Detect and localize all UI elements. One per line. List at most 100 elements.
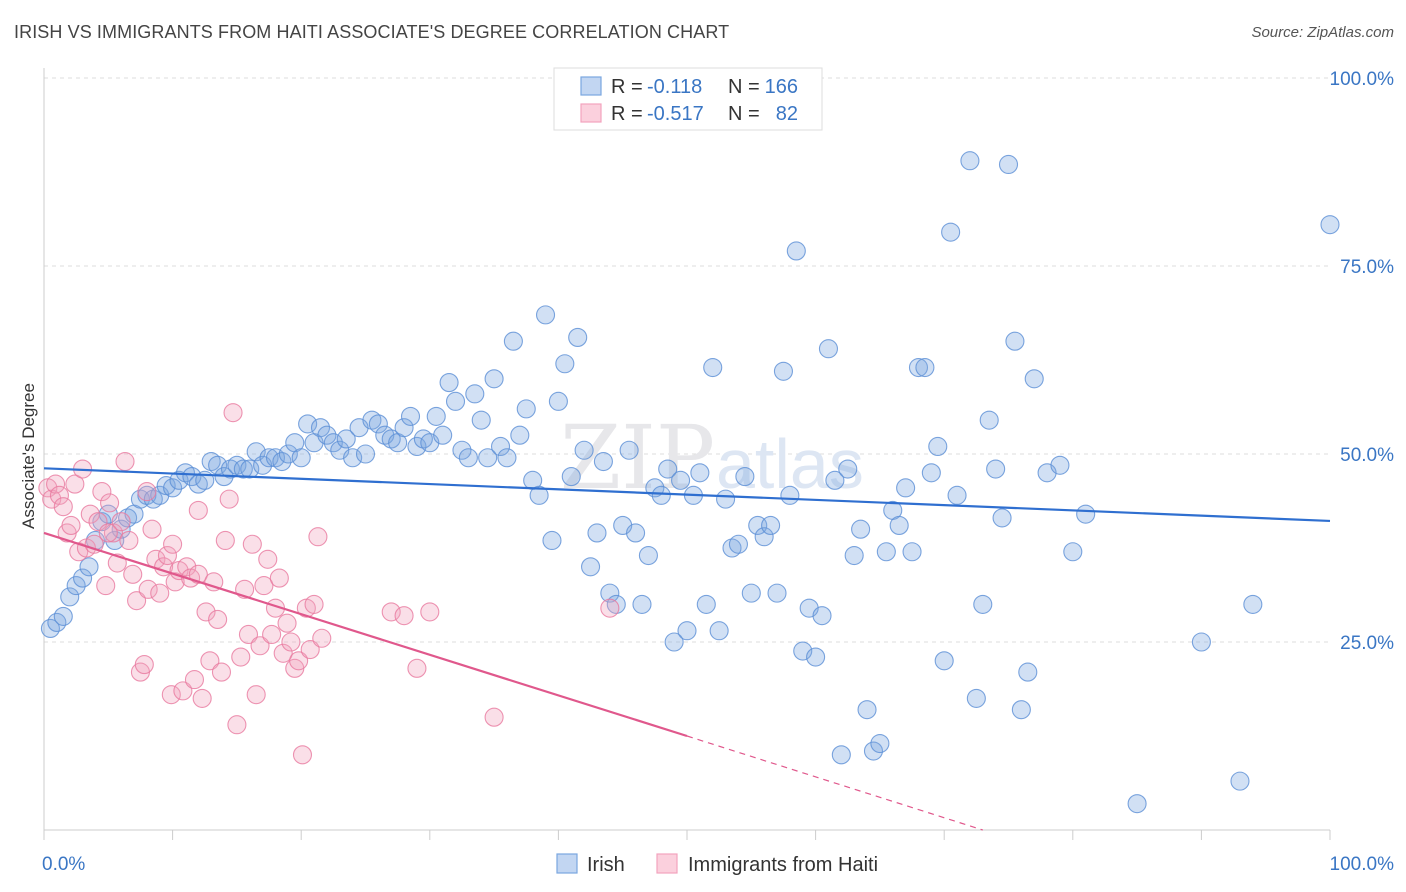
legend-n-value-irish: 166 [765,76,798,98]
irish-point [780,485,800,505]
haiti-point [123,564,143,584]
haiti-point [231,647,251,667]
irish-point [998,154,1019,175]
haiti-point [184,670,205,690]
legend-box: R = -0.118 N = 166 R = -0.517 N = 82 [553,67,823,131]
irish-point [60,587,80,607]
irish-point [169,470,189,490]
series-haiti [38,403,620,765]
haiti-point [100,493,120,513]
irish-point [754,527,774,547]
irish-point [291,448,311,468]
irish-point [593,451,613,472]
irish-point [1050,455,1070,475]
irish-point [278,444,298,464]
haiti-point [53,497,73,517]
irish-point [580,557,601,577]
trend-line-haiti-extension [686,735,983,831]
haiti-point [200,651,220,671]
irish-point [941,222,961,242]
irish-point [786,241,806,261]
haiti-point [173,681,193,701]
irish-point [394,418,414,438]
haiti-point [138,579,158,599]
irish-point [542,530,562,551]
irish-point [574,440,594,460]
y-tick-labels: 100.0% 75.0% 50.0% 25.0% [1330,69,1395,654]
haiti-point [137,482,157,502]
y-tick-label: 100.0% [1330,69,1395,90]
haiti-point [273,643,293,663]
bottom-legend: Irish Immigrants from Haiti [556,853,878,876]
haiti-point [49,485,69,505]
grid [44,77,1330,643]
irish-point [497,448,517,468]
irish-point [844,545,864,566]
irish-point [79,557,99,577]
irish-point [465,384,485,404]
haiti-point [304,594,324,614]
haiti-point [127,591,147,611]
haiti-point [277,613,297,633]
y-tick-label: 25.0% [1340,633,1394,654]
irish-point [818,339,839,359]
haiti-point [119,530,139,551]
irish-point [503,331,523,351]
irish-point [529,485,549,505]
haiti-point [420,602,440,622]
haiti-point [188,564,208,584]
watermark-atlas: atlas [716,425,864,503]
legend-swatch-irish [580,76,602,96]
haiti-point [250,636,270,656]
haiti-point [215,530,235,551]
haiti-point [84,534,104,554]
x-tick-label-right: 100.0% [1330,854,1395,875]
irish-point [568,327,588,347]
haiti-point [394,606,414,626]
legend-r-value-haiti: -0.517 [647,103,704,125]
haiti-point [258,549,278,569]
y-tick-label: 50.0% [1340,445,1394,466]
irish-point [439,373,459,393]
haiti-point [111,512,131,532]
haiti-point [269,568,289,588]
haiti-point [219,489,239,509]
irish-point [400,406,421,426]
irish-point [1024,369,1044,389]
irish-point [317,425,337,445]
irish-point [1063,542,1083,562]
watermark: ZIP atlas [560,406,864,509]
irish-point [896,478,916,498]
irish-point [182,467,202,487]
irish-point [696,594,716,614]
haiti-point [300,639,320,660]
haiti-point [312,628,332,648]
irish-point [716,489,736,509]
irish-point [1243,594,1263,614]
haiti-point [227,715,247,735]
haiti-point [238,624,259,645]
bottom-legend-haiti: Immigrants from Haiti [688,854,878,876]
haiti-point [484,707,504,727]
bottom-legend-swatch-haiti [656,853,678,874]
trend-line-irish [43,467,1331,523]
haiti-point [115,451,135,472]
legend-n-value-haiti: 82 [776,103,798,125]
irish-point [490,436,511,457]
haiti-point [188,500,208,520]
haiti-point [407,658,427,678]
irish-point [812,606,832,626]
haiti-point [142,519,162,539]
bottom-legend-swatch-irish [556,853,578,874]
irish-point [921,463,941,483]
irish-point [928,436,948,457]
irish-point [452,440,472,460]
irish-point [671,470,691,490]
irish-point [471,410,491,430]
haiti-point [98,523,118,543]
irish-point [889,515,909,535]
irish-point [966,688,986,708]
irish-point [516,399,536,419]
irish-point [632,594,652,614]
